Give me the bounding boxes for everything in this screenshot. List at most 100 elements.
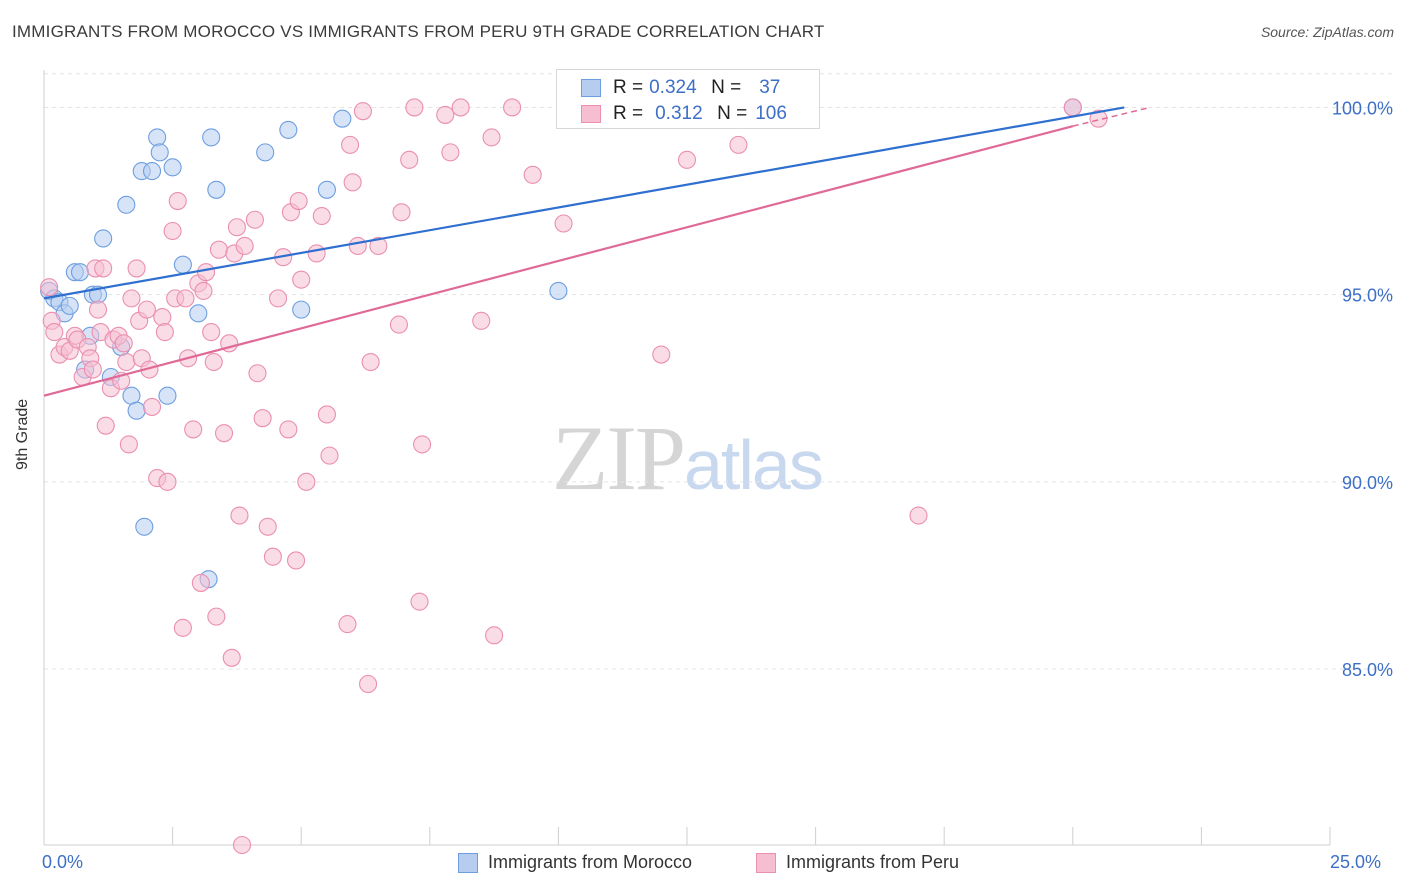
peru-trend-line — [43, 125, 1074, 397]
n-label: N = — [711, 77, 742, 98]
peru-point — [222, 648, 241, 667]
peru-point — [359, 674, 378, 694]
peru-point — [83, 360, 102, 379]
x-tick-label-min: 0.0% — [42, 852, 84, 872]
peru-point — [155, 323, 174, 342]
n-value-peru: 106 — [755, 103, 787, 124]
morocco-point — [292, 300, 311, 319]
peru-point — [338, 615, 357, 634]
r-value-peru: 0.312 — [655, 103, 703, 124]
peru-point — [389, 315, 408, 334]
peru-point — [392, 203, 411, 222]
peru-point — [248, 364, 267, 383]
morocco-point — [142, 162, 162, 181]
peru-point — [227, 218, 246, 237]
morocco-point — [173, 255, 192, 274]
peru-point — [207, 607, 226, 626]
morocco-point — [202, 128, 221, 147]
morocco-point — [189, 304, 208, 323]
peru-point — [436, 105, 455, 124]
morocco-point — [60, 296, 79, 315]
peru-point — [214, 424, 234, 443]
peru-point — [317, 405, 336, 424]
peru-point — [258, 517, 277, 536]
n-label: N = — [717, 103, 748, 124]
peru-point — [191, 573, 210, 592]
peru-point — [96, 416, 115, 435]
y-tick-label: 85.0% — [1342, 660, 1393, 680]
peru-point — [88, 300, 108, 319]
peru-point — [410, 592, 429, 611]
peru-point — [94, 259, 113, 278]
morocco-point — [70, 263, 90, 282]
peru-point — [292, 270, 311, 289]
peru-point — [279, 420, 298, 439]
peru-point — [142, 397, 162, 417]
peru-point — [127, 259, 146, 278]
legend-label-peru: Immigrants from Peru — [786, 852, 960, 872]
peru-point — [202, 323, 221, 342]
peru-point — [232, 835, 252, 855]
peru-point — [253, 409, 272, 428]
peru-point — [235, 236, 254, 256]
peru-point — [114, 334, 133, 353]
peru-point — [269, 289, 288, 308]
legend-row-morocco: R = 0.324 N = 37 — [581, 76, 780, 100]
r-value-morocco: 0.324 — [649, 77, 697, 98]
y-tick-label: 100.0% — [1332, 98, 1393, 118]
morocco-point — [150, 143, 169, 162]
watermark-atlas: atlas — [684, 426, 824, 504]
peru-point — [343, 173, 362, 192]
morocco-point — [279, 120, 298, 139]
peru-point — [163, 221, 182, 241]
peru-trend-extension — [1072, 106, 1151, 127]
peru-point — [153, 308, 172, 327]
peru-point — [168, 191, 187, 211]
legend-swatch-peru — [581, 105, 601, 123]
peru-point — [353, 102, 372, 121]
peru-point — [554, 214, 573, 233]
peru-point — [307, 244, 326, 263]
morocco-point — [135, 517, 154, 536]
legend-swatch-morocco — [581, 79, 601, 97]
peru-point — [263, 547, 282, 566]
peru-point — [287, 551, 306, 570]
peru-point — [1089, 109, 1108, 128]
peru-point — [348, 236, 367, 256]
peru-point — [176, 289, 195, 308]
series-legend: Immigrants from Morocco Immigrants from … — [0, 852, 1406, 876]
legend-item-peru[interactable]: Immigrants from Peru — [756, 852, 959, 873]
peru-point — [194, 281, 213, 300]
peru-point — [1063, 98, 1082, 117]
peru-point — [482, 128, 501, 147]
peru-point — [196, 263, 216, 282]
legend-item-morocco[interactable]: Immigrants from Morocco — [458, 852, 692, 873]
watermark: ZIPatlas — [552, 405, 824, 511]
r-label: R = — [613, 77, 644, 98]
peru-point — [400, 150, 419, 169]
morocco-point — [158, 386, 177, 405]
morocco-point — [94, 229, 113, 248]
peru-point — [405, 98, 424, 117]
peru-point — [320, 446, 339, 465]
peru-point — [122, 289, 141, 308]
peru-point — [503, 98, 522, 117]
peru-point — [729, 135, 748, 154]
morocco-point — [207, 180, 226, 199]
chart-title: IMMIGRANTS FROM MOROCCO VS IMMIGRANTS FR… — [12, 22, 825, 41]
y-tick-label: 95.0% — [1342, 286, 1393, 306]
morocco-point — [117, 195, 136, 214]
morocco-point — [317, 180, 336, 199]
peru-point — [441, 143, 460, 162]
peru-point — [137, 300, 156, 319]
peru-point — [523, 165, 542, 184]
peru-point — [117, 352, 136, 372]
peru-point — [297, 472, 316, 491]
morocco-point — [122, 386, 141, 405]
peru-point — [652, 345, 671, 364]
peru-point — [40, 278, 59, 297]
legend-swatch-peru — [756, 852, 776, 873]
n-value-morocco: 37 — [759, 77, 781, 98]
peru-point — [312, 206, 331, 226]
